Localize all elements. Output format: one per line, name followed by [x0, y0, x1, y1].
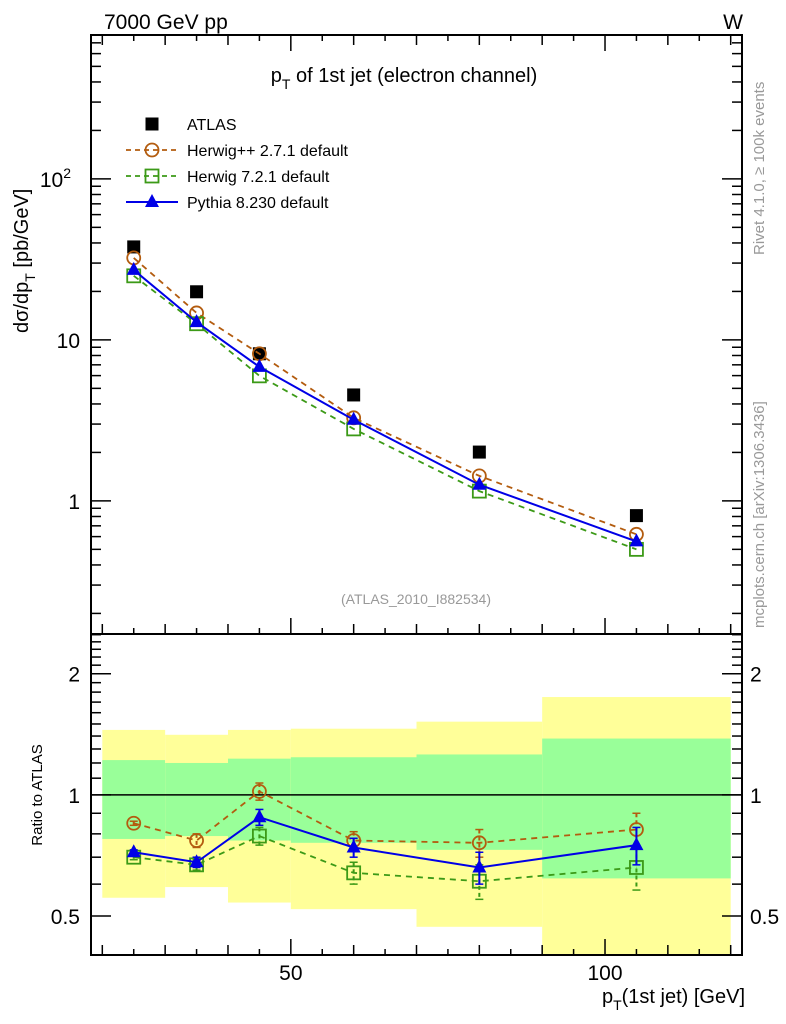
legend-item: ATLAS — [145, 117, 237, 134]
legend-label: Herwig++ 2.7.1 default — [187, 143, 349, 160]
tick-label-exponent: 2 — [63, 165, 71, 181]
legend-label: ATLAS — [187, 117, 237, 134]
data-point — [190, 285, 204, 299]
legend-item: Pythia 8.230 default — [126, 194, 329, 212]
legend-label: Pythia 8.230 default — [187, 195, 329, 212]
ratio-y-tick-label-right: 0.5 — [750, 906, 779, 929]
axis-ticks — [91, 35, 742, 956]
legend-marker — [145, 117, 159, 131]
data-point — [252, 358, 267, 372]
xlabel-sub-t: T — [613, 997, 622, 1013]
data-point — [126, 261, 141, 275]
green-band-bin — [165, 762, 228, 837]
legend-marker — [144, 142, 160, 158]
analysis-id-annotation: (ATLAS_2010_I882534) — [341, 591, 491, 607]
data-point — [629, 533, 644, 547]
ratio-data-point — [252, 828, 267, 844]
ylabel-rest: [pb/GeV] — [11, 189, 33, 274]
xlabel-p: p — [602, 986, 613, 1008]
ratio-series-line — [133, 816, 637, 869]
ratio-series-line — [133, 835, 637, 883]
ratio-uncertainty-bands — [102, 697, 731, 955]
ratio-y-tick-label-left: 1 — [68, 785, 80, 808]
data-point — [346, 411, 361, 425]
title-p: p — [271, 65, 282, 87]
legend-marker — [144, 168, 160, 184]
legend: ATLAS Herwig++ 2.7.1 default Herwig 7.2.1 … — [126, 117, 349, 212]
ratio-data-point — [629, 837, 644, 851]
legend-item: Herwig 7.2.1 default — [126, 168, 330, 186]
main-series-line — [133, 269, 637, 543]
x-tick-label: 50 — [279, 962, 302, 985]
ratio-data-point — [126, 844, 141, 858]
legend-item: Herwig++ 2.7.1 default — [126, 142, 349, 160]
data-point — [629, 509, 643, 523]
ylabel-main: dσ/dp — [11, 282, 33, 333]
data-point — [189, 314, 204, 328]
ratio-data-point — [252, 809, 267, 823]
main-series-group — [126, 240, 644, 557]
ratio-data-point — [189, 854, 204, 868]
ratio-series-group — [126, 782, 644, 901]
mcplots-label: mcplots.cern.ch [arXiv:1306.3436] — [751, 401, 768, 628]
ylabel-sub: T — [22, 273, 38, 282]
data-point — [127, 240, 141, 254]
ratio-data-point — [252, 783, 267, 799]
title-rest: of 1st jet (electron channel) — [290, 65, 537, 87]
green-band-bin — [290, 757, 417, 843]
green-band-bin — [102, 760, 166, 839]
x-axis-label: pT(1st jet) [GeV] — [602, 986, 745, 1013]
ratio-y-tick-label-right: 1 — [750, 785, 762, 808]
x-tick-label: 100 — [587, 962, 622, 985]
main-series-line — [133, 275, 637, 551]
ratio-data-point — [126, 815, 142, 831]
main-series-line — [133, 257, 637, 536]
header-process-label: W — [723, 11, 743, 34]
data-point — [472, 445, 486, 459]
legend-marker — [145, 194, 159, 207]
chart-title: pT of 1st jet (electron channel) — [271, 65, 537, 92]
ratio-data-point — [471, 835, 487, 851]
main-y-tick-label: 102 — [40, 165, 71, 192]
main-y-tick-label: 1 — [68, 491, 80, 514]
data-point — [347, 388, 361, 402]
rivet-version-label: Rivet 4.1.0, ≥ 100k events — [751, 82, 768, 255]
ratio-data-point — [472, 859, 487, 873]
xlabel-rest: (1st jet) [GeV] — [622, 986, 745, 1008]
ratio-series-line — [133, 790, 637, 844]
axis-tick-labels: 102 10 1 2 2 1 1 0.5 0.5 50 100 — [40, 165, 779, 985]
ratio-y-tick-label-left: 2 — [68, 664, 80, 687]
main-y-axis-label: dσ/dpT [pb/GeV] — [11, 189, 38, 333]
ratio-data-point — [346, 865, 362, 881]
ratio-y-axis-label: Ratio to ATLAS — [29, 744, 46, 845]
header-energy-label: 7000 GeV pp — [104, 11, 228, 34]
ratio-data-point — [189, 833, 204, 848]
green-band-bin — [416, 754, 543, 850]
ratio-y-tick-label-left: 0.5 — [51, 906, 80, 929]
ratio-data-point — [346, 839, 361, 853]
main-y-tick-label: 10 — [57, 330, 80, 353]
title-sub-t: T — [282, 76, 291, 92]
data-point — [472, 476, 487, 490]
legend-label: Herwig 7.2.1 default — [187, 169, 330, 186]
ratio-y-tick-label-right: 2 — [750, 664, 762, 687]
